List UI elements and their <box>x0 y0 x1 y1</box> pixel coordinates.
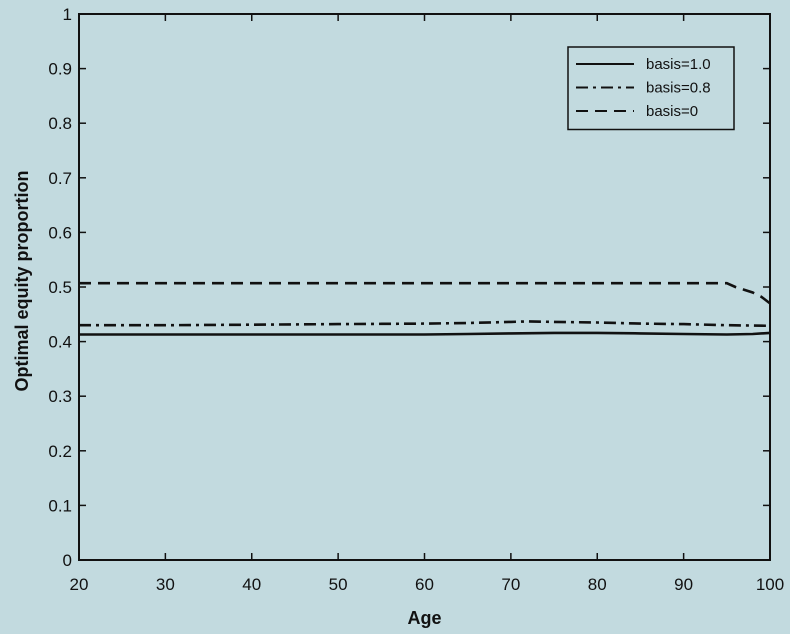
y-tick-label: 0.1 <box>48 496 72 515</box>
x-tick-label: 60 <box>415 575 434 594</box>
legend-label: basis=0.8 <box>646 80 711 97</box>
y-tick-label: 0.2 <box>48 442 72 461</box>
x-tick-label: 30 <box>156 575 175 594</box>
x-tick-label: 50 <box>329 575 348 594</box>
x-tick-label: 100 <box>756 575 784 594</box>
y-tick-label: 0 <box>63 551 72 570</box>
x-tick-label: 20 <box>70 575 89 594</box>
tick-layer: 20 30 40 50 60 70 80 90 100 0 0.1 0.2 0.3 0.4 0.5 0.6 0.… <box>48 5 784 594</box>
y-tick-label: 1 <box>63 5 72 24</box>
series-line <box>79 281 771 305</box>
x-tick-label: 70 <box>501 575 520 594</box>
y-tick-label: 0.5 <box>48 278 72 297</box>
x-axis-title: Age <box>407 608 441 628</box>
legend-label: basis=1.0 <box>646 56 711 73</box>
y-tick-label: 0.4 <box>48 333 72 352</box>
y-tick-label: 0.7 <box>48 169 72 188</box>
y-tick-label: 0.6 <box>48 223 72 242</box>
y-tick-label: 0.9 <box>48 60 72 79</box>
x-tick-label: 80 <box>588 575 607 594</box>
x-tick-label: 40 <box>242 575 261 594</box>
x-tick-label: 90 <box>674 575 693 594</box>
series-line <box>79 331 771 336</box>
legend: basis=1.0 basis=0.8 basis=0 <box>567 46 735 131</box>
legend-label: basis=0 <box>646 103 698 120</box>
y-tick-label: 0.3 <box>48 387 72 406</box>
series-layer <box>79 281 771 336</box>
y-axis-title: Optimal equity proportion <box>12 171 32 392</box>
y-tick-label: 0.8 <box>48 114 72 133</box>
